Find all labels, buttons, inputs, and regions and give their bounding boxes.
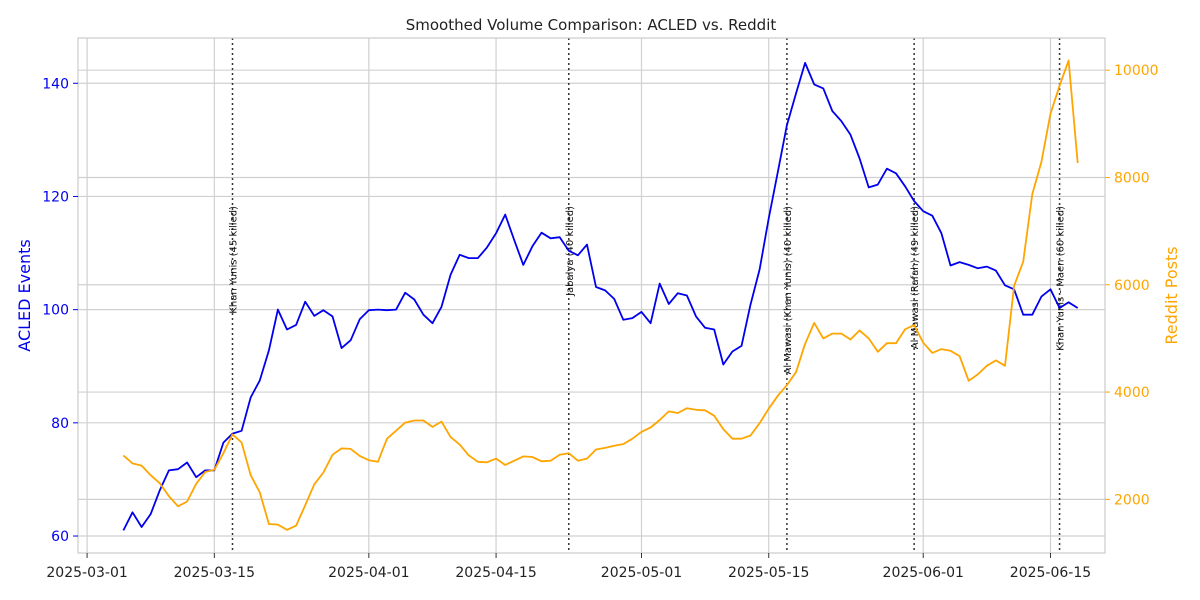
y-left-tick-label: 80 bbox=[51, 416, 69, 432]
y-axis-left-label: ACLED Events bbox=[15, 239, 34, 351]
y-left-tick-label: 140 bbox=[42, 76, 69, 92]
y-right-tick-label: 4000 bbox=[1114, 385, 1150, 401]
event-markers: Khan Yunis (45 killed) Jabalya (40 killed… bbox=[229, 38, 1067, 553]
x-tick-label: 2025-04-15 bbox=[455, 565, 536, 581]
y-axis-right-label: Reddit Posts bbox=[1162, 246, 1181, 344]
x-tick-label: 2025-03-15 bbox=[174, 565, 255, 581]
y-left-tick-label: 100 bbox=[42, 303, 69, 319]
x-tick-label: 2025-06-15 bbox=[1010, 565, 1091, 581]
event-label: Khan Yunis - Maen (60 killed) bbox=[1056, 206, 1067, 351]
acled-series-line bbox=[122, 62, 1079, 531]
x-tick-label: 2025-05-15 bbox=[728, 565, 809, 581]
series-lines bbox=[122, 59, 1079, 531]
axes: 2025-03-01 2025-03-15 2025-04-01 2025-04-15… bbox=[42, 63, 1158, 581]
chart-title: Smoothed Volume Comparison: ACLED vs. Re… bbox=[406, 16, 777, 34]
y-left-tick-label: 120 bbox=[42, 189, 69, 205]
y-right-tick-label: 8000 bbox=[1114, 170, 1150, 186]
y-right-tick-label: 10000 bbox=[1114, 63, 1159, 79]
x-tick-label: 2025-05-01 bbox=[601, 565, 682, 581]
y-right-tick-label: 2000 bbox=[1114, 492, 1150, 508]
y-right-tick-label: 6000 bbox=[1114, 278, 1150, 294]
plot-frame bbox=[77, 37, 1106, 554]
y-left-tick-label: 60 bbox=[51, 529, 69, 545]
event-label: Al Mawasi (Khan Yunis) (40 killed) bbox=[783, 206, 794, 375]
event-label: Al Mawasi (Rafah) (49 killed) bbox=[910, 206, 921, 349]
x-tick-label: 2025-03-01 bbox=[46, 565, 127, 581]
grid bbox=[78, 38, 1105, 553]
x-tick-label: 2025-04-01 bbox=[328, 565, 409, 581]
reddit-series-line bbox=[122, 59, 1079, 531]
x-tick-label: 2025-06-01 bbox=[883, 565, 964, 581]
event-label: Khan Yunis (45 killed) bbox=[229, 206, 240, 314]
